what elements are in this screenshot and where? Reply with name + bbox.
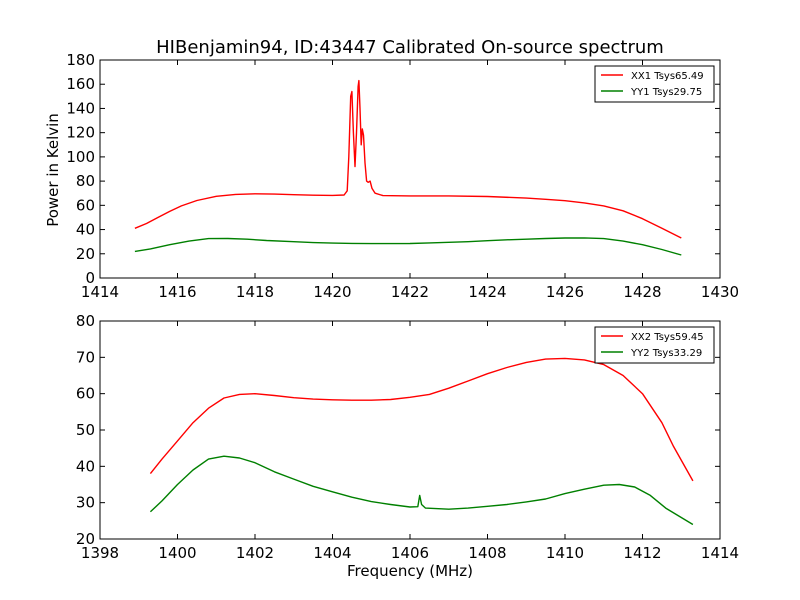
bottom-spectrum-panel: 1398 1400 1402 1404 1406 1408 1410 1412 1414 20 30… — [76, 312, 739, 562]
y-tick-label: 20 — [76, 245, 95, 263]
series-line-2 — [134, 237, 682, 256]
legend: XX2 Tsys59.45 YY2 Tsys33.29 — [594, 326, 715, 364]
legend-box — [594, 326, 715, 364]
x-tick-label: 1416 — [158, 283, 196, 301]
series-line-1 — [134, 79, 682, 239]
x-tick-label: 1398 — [81, 544, 119, 562]
x-tick-label: 1400 — [158, 544, 196, 562]
legend-label-2: YY2 Tsys33.29 — [630, 348, 702, 359]
legend-label-1: XX2 Tsys59.45 — [631, 332, 704, 343]
figure-title: HIBenjamin94, ID:43447 Calibrated On-sou… — [156, 37, 664, 58]
series-line-2 — [149, 455, 694, 526]
y-tick-label: 80 — [76, 312, 95, 330]
x-tick-label: 1402 — [236, 544, 274, 562]
series-line-1 — [149, 357, 694, 482]
y-tick-label: 20 — [76, 530, 95, 548]
y-axis-label: Power in Kelvin — [44, 113, 62, 227]
y-tick-label: 100 — [66, 148, 95, 166]
y-tick-label: 70 — [76, 348, 95, 366]
y-tick-label: 160 — [66, 75, 95, 93]
y-tick-label: 180 — [66, 51, 95, 69]
x-tick-label: 1420 — [313, 283, 351, 301]
legend-label-2: YY1 Tsys29.75 — [630, 87, 702, 98]
top-spectrum-panel: Power in Kelvin 1414 1416 1418 1420 1422 1424… — [44, 51, 739, 301]
y-tick-label: 120 — [66, 124, 95, 142]
x-tick-label: 1426 — [546, 283, 584, 301]
y-tick-label: 50 — [76, 421, 95, 439]
legend-label-1: XX1 Tsys65.49 — [631, 71, 704, 82]
x-tick-label: 1418 — [236, 283, 274, 301]
x-tick-label: 1430 — [701, 283, 739, 301]
y-tick-label: 80 — [76, 172, 95, 190]
y-tick-label: 40 — [76, 457, 95, 475]
x-tick-label: 1410 — [546, 544, 584, 562]
x-tick-label: 1424 — [468, 283, 506, 301]
legend-box — [594, 65, 715, 103]
y-tick-label: 30 — [76, 494, 95, 512]
x-axis-label: Frequency (MHz) — [347, 562, 473, 580]
x-tick-label: 1422 — [391, 283, 429, 301]
x-tick-label: 1408 — [468, 544, 506, 562]
y-tick-label: 140 — [66, 99, 95, 117]
y-tick-label: 0 — [85, 269, 95, 287]
x-tick-label: 1414 — [701, 544, 739, 562]
x-tick-label: 1406 — [391, 544, 429, 562]
x-tick-label: 1404 — [313, 544, 351, 562]
y-tick-label: 40 — [76, 221, 95, 239]
x-tick-label: 1428 — [623, 283, 661, 301]
x-tick-label: 1414 — [81, 283, 119, 301]
x-tick-label: 1412 — [623, 544, 661, 562]
y-tick-label: 60 — [76, 196, 95, 214]
legend: XX1 Tsys65.49 YY1 Tsys29.75 — [594, 65, 715, 103]
y-tick-label: 60 — [76, 385, 95, 403]
